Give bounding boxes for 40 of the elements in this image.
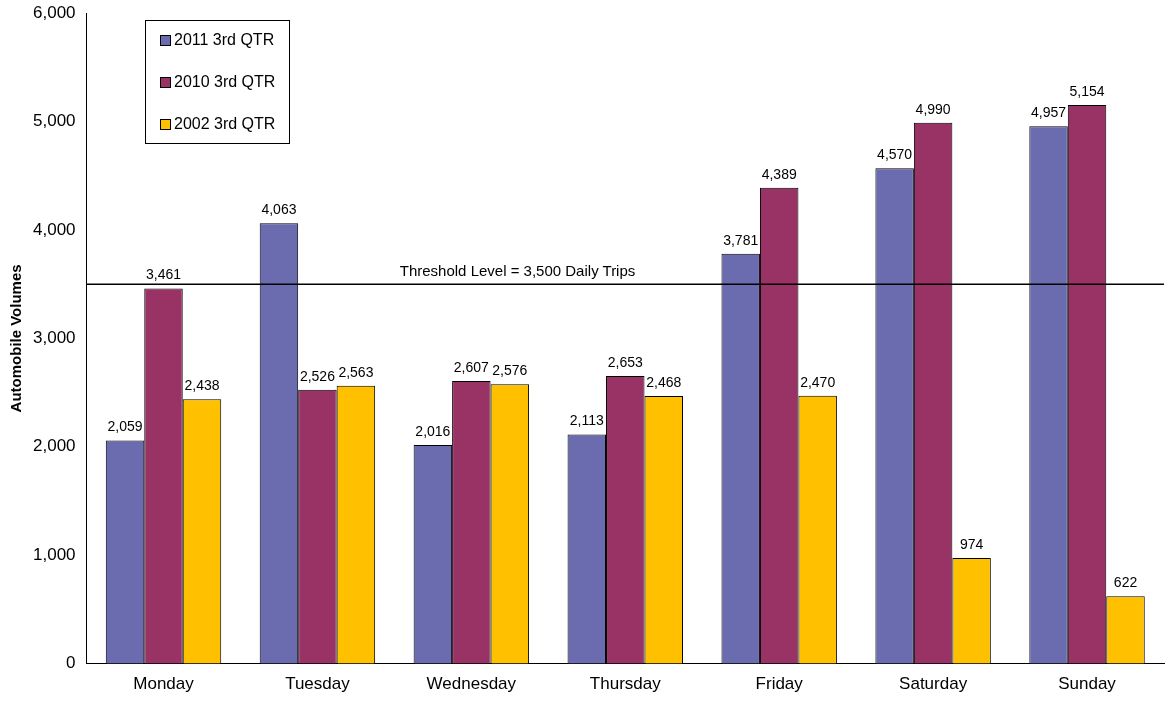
data-label: 4,570 xyxy=(877,146,913,163)
data-label: 2,607 xyxy=(453,358,490,375)
data-label: 2,563 xyxy=(338,363,374,380)
data-label: 5,154 xyxy=(1069,82,1105,99)
data-label: 2,653 xyxy=(607,353,643,370)
y-tick-label: 1,000 xyxy=(32,544,76,564)
y-tick-label: 0 xyxy=(66,653,76,673)
data-label: 3,781 xyxy=(723,231,759,248)
legend-label: 2002 3rd QTR xyxy=(174,115,276,133)
ref-line-label: Threshold Level = 3,500 Daily Trips xyxy=(399,261,636,279)
data-label: 4,990 xyxy=(915,100,951,117)
data-label: 2,468 xyxy=(646,373,682,390)
data-label: 3,461 xyxy=(145,266,182,283)
data-label: 2,438 xyxy=(184,377,220,394)
y-tick-label: 5,000 xyxy=(32,111,76,131)
y-axis-title: Automobile Volumes xyxy=(7,264,25,413)
legend-label: 2010 3rd QTR xyxy=(174,73,276,91)
data-label: 2,526 xyxy=(299,367,336,384)
y-tick-label: 6,000 xyxy=(32,2,76,22)
data-label: 4,389 xyxy=(761,165,797,182)
data-label: 4,957 xyxy=(1031,104,1067,121)
data-label: 2,059 xyxy=(107,418,143,435)
x-tick-label: Monday xyxy=(133,674,195,694)
y-tick-label: 2,000 xyxy=(32,436,76,456)
legend-label: 2011 3rd QTR xyxy=(174,31,275,49)
y-tick-label: 4,000 xyxy=(32,219,76,239)
x-tick-label: Sunday xyxy=(1058,674,1117,694)
data-label: 2,016 xyxy=(415,422,451,439)
data-label: 2,576 xyxy=(492,362,528,379)
x-tick-label: Thursday xyxy=(589,674,662,694)
data-label: 2,470 xyxy=(800,373,836,390)
data-label: 974 xyxy=(959,535,984,552)
x-tick-label: Wednesday xyxy=(426,674,517,694)
data-label: 622 xyxy=(1113,574,1138,591)
x-tick-label: Saturday xyxy=(899,674,968,694)
x-tick-label: Friday xyxy=(755,674,804,694)
data-label: 4,063 xyxy=(261,201,297,218)
y-tick-label: 3,000 xyxy=(32,328,76,348)
x-tick-label: Tuesday xyxy=(285,674,351,694)
data-label: 2,113 xyxy=(569,412,604,429)
